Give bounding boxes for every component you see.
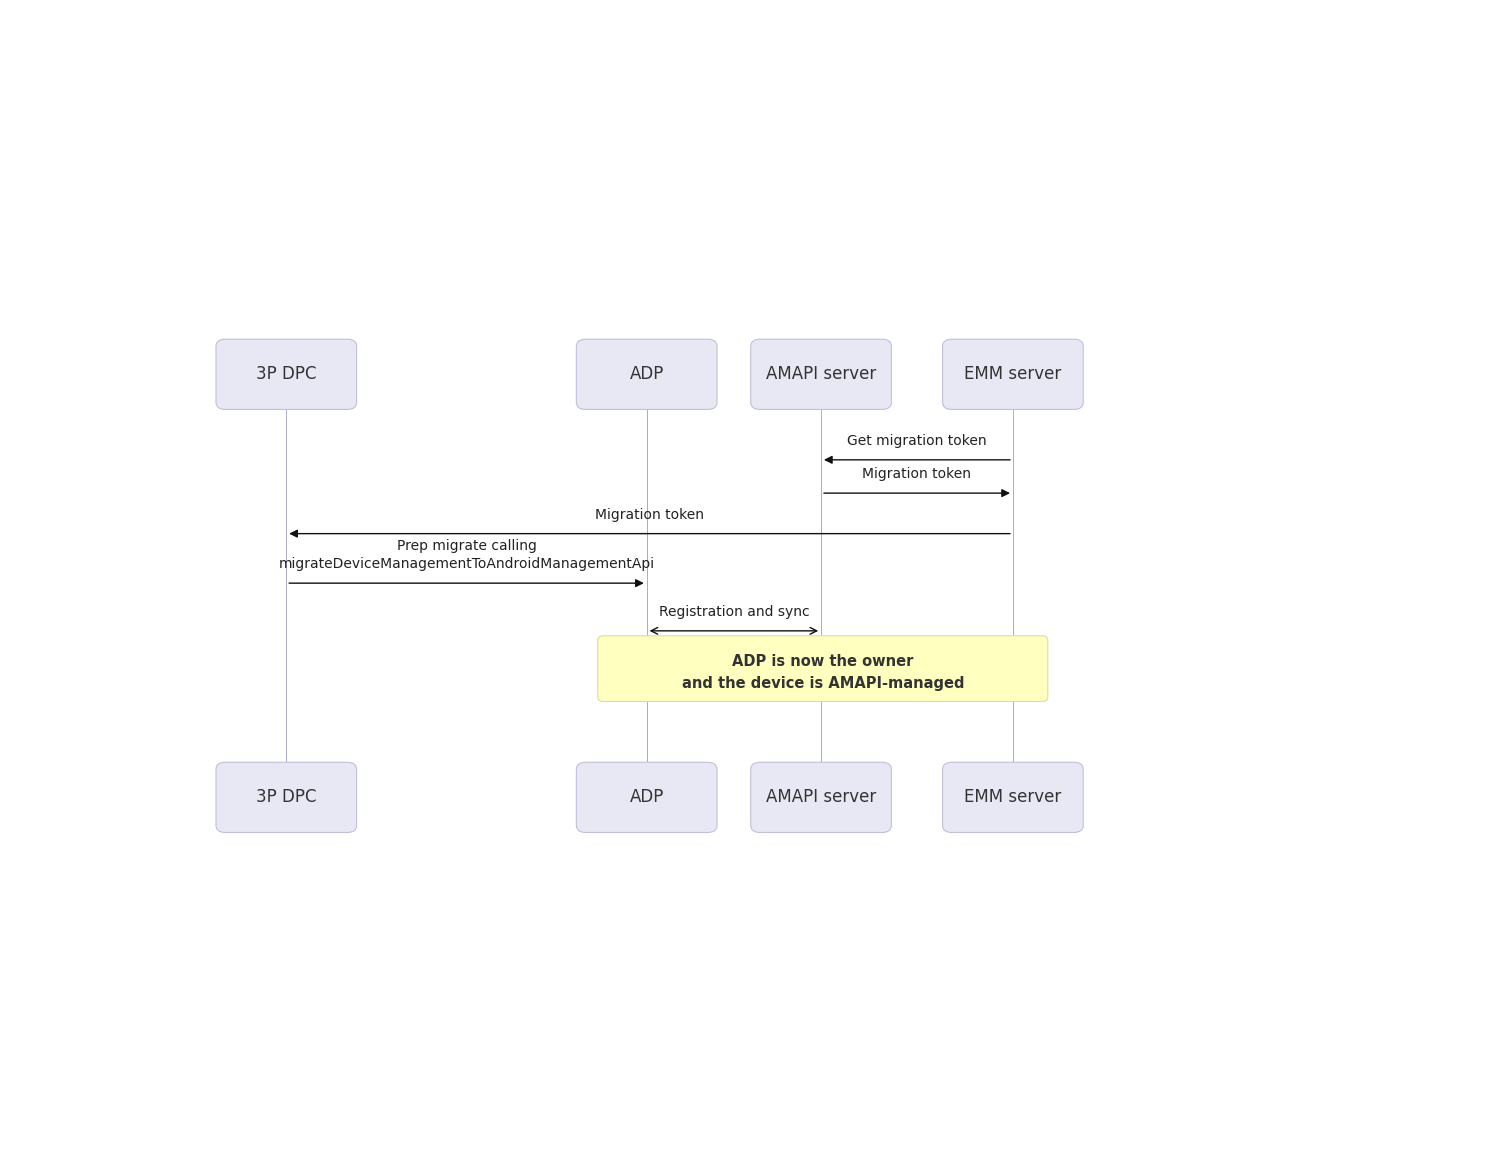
Text: 3P DPC: 3P DPC xyxy=(256,366,316,383)
FancyBboxPatch shape xyxy=(576,339,717,409)
Text: and the device is AMAPI-managed: and the device is AMAPI-managed xyxy=(681,676,964,691)
Text: Prep migrate calling
migrateDeviceManagementToAndroidManagementApi: Prep migrate calling migrateDeviceManage… xyxy=(279,539,654,572)
FancyBboxPatch shape xyxy=(942,762,1083,832)
FancyBboxPatch shape xyxy=(750,339,891,409)
FancyBboxPatch shape xyxy=(216,762,357,832)
Text: EMM server: EMM server xyxy=(964,788,1062,807)
Text: ADP: ADP xyxy=(630,788,664,807)
Text: 3P DPC: 3P DPC xyxy=(256,788,316,807)
FancyBboxPatch shape xyxy=(216,339,357,409)
Text: EMM server: EMM server xyxy=(964,366,1062,383)
Text: Registration and sync: Registration and sync xyxy=(658,606,808,620)
Text: Migration token: Migration token xyxy=(596,509,703,521)
Text: AMAPI server: AMAPI server xyxy=(766,788,876,807)
Text: ADP is now the owner: ADP is now the owner xyxy=(732,653,914,669)
FancyBboxPatch shape xyxy=(598,636,1047,701)
Text: Get migration token: Get migration token xyxy=(847,434,987,448)
FancyBboxPatch shape xyxy=(942,339,1083,409)
Text: AMAPI server: AMAPI server xyxy=(766,366,876,383)
Text: Migration token: Migration token xyxy=(862,468,972,482)
FancyBboxPatch shape xyxy=(576,762,717,832)
Text: ADP: ADP xyxy=(630,366,664,383)
FancyBboxPatch shape xyxy=(750,762,891,832)
